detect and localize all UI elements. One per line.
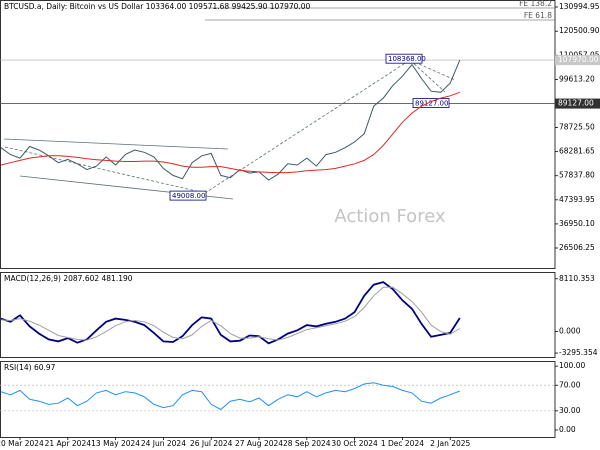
x-tick-label: 28 Sep 2024 xyxy=(283,439,331,448)
x-tick-label: 30 Oct 2024 xyxy=(331,439,378,448)
pane-title: BTCUSD.a, Daily: Bitcoin vs US Dollar 10… xyxy=(4,2,311,11)
y-tick-label: 99613.20 xyxy=(559,74,595,83)
series-line xyxy=(0,281,461,345)
level-label: FE 138.2 xyxy=(519,0,552,8)
y-tick-label: 70.00 xyxy=(559,380,581,389)
x-tick-label: 20 Mar 2024 xyxy=(0,439,44,448)
y-tick-label: -3295.354 xyxy=(559,348,598,357)
pane-frame xyxy=(0,272,556,358)
series-line xyxy=(0,382,460,411)
y-tick-label: 130994.95 xyxy=(559,2,600,11)
level-label: 89127.00 xyxy=(558,99,594,108)
last-price-label: 107970.00 xyxy=(558,55,599,64)
point-label-box xyxy=(412,98,450,108)
point-label: 108368.00 xyxy=(388,55,426,63)
point-label-box xyxy=(169,190,207,201)
y-tick-label: 26506.25 xyxy=(559,243,595,252)
point-label-box xyxy=(385,53,423,64)
y-tick-label: 47393.95 xyxy=(559,195,595,204)
y-tick-label: 120500.90 xyxy=(559,26,600,35)
series-line xyxy=(0,91,460,174)
series-line xyxy=(0,286,461,341)
y-tick-label: 36950.10 xyxy=(559,219,595,228)
channel-top xyxy=(3,138,229,150)
pane-frame xyxy=(0,361,556,438)
point-label: 49008.00 xyxy=(172,192,205,200)
last-price-tag xyxy=(555,55,600,66)
level-tag xyxy=(555,98,600,109)
y-tick-label: 8110.353 xyxy=(559,274,595,283)
wave-line xyxy=(409,59,456,81)
y-tick-label: 57837.80 xyxy=(559,171,595,180)
series-line xyxy=(0,59,461,181)
y-tick-label: 100.00 xyxy=(559,361,585,370)
level-label: FE 61.8 xyxy=(524,11,552,20)
x-tick-label: 13 May 2024 xyxy=(91,439,140,448)
y-tick-label: 68281.65 xyxy=(559,147,595,156)
y-tick-label: 0.00 xyxy=(559,425,576,434)
x-tick-label: 1 Dec 2024 xyxy=(381,439,424,448)
watermark: Action Forex xyxy=(334,206,446,227)
y-tick-label: 0.000 xyxy=(559,327,581,336)
x-tick-label: 2 Jan 2025 xyxy=(430,439,470,448)
x-tick-label: 26 Jul 2024 xyxy=(190,439,233,448)
pane-frame xyxy=(0,0,556,269)
x-tick-label: 24 Jun 2024 xyxy=(141,439,186,448)
point-label: 89127.00 xyxy=(415,100,448,108)
y-tick-label: 30.00 xyxy=(559,406,581,415)
pane-title: MACD(12,26,9) 2087.602 481.190 xyxy=(4,274,133,283)
x-tick-label: 27 Aug 2024 xyxy=(235,439,283,448)
x-tick-label: 21 Apr 2024 xyxy=(45,439,92,448)
pane-title: RSI(14) 60.97 xyxy=(4,363,56,372)
y-tick-label: 110057.05 xyxy=(559,50,600,59)
y-tick-label: 78725.50 xyxy=(559,123,595,132)
wave-line xyxy=(4,59,446,194)
